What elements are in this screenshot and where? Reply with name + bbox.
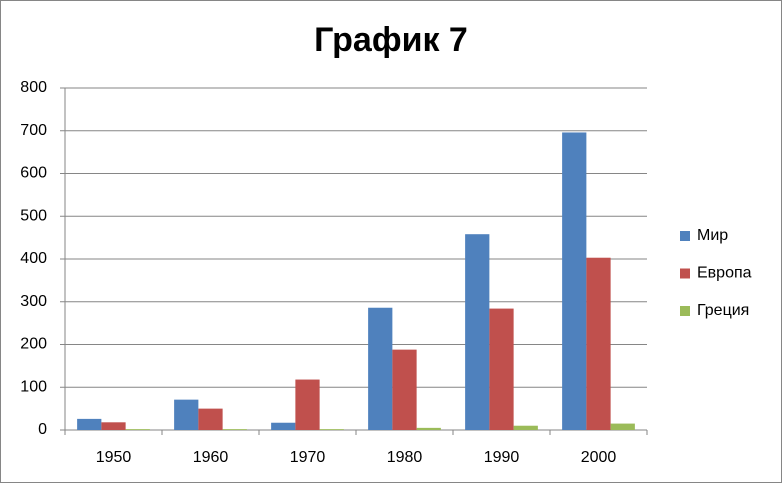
bar	[319, 429, 344, 430]
bar	[368, 307, 393, 430]
y-tick-label: 200	[20, 336, 47, 353]
x-tick-label: 1990	[484, 449, 520, 466]
y-tick-label: 800	[20, 79, 47, 96]
bar	[610, 423, 635, 430]
bar	[271, 422, 296, 430]
y-tick-label: 400	[20, 250, 47, 267]
y-tick-label: 700	[20, 122, 47, 139]
y-tick-label: 0	[38, 421, 47, 438]
y-tick-label: 500	[20, 207, 47, 224]
chart-title: График 7	[314, 21, 468, 59]
legend-label: Греция	[697, 302, 749, 319]
legend-swatch	[680, 306, 690, 316]
y-tick-label: 100	[20, 378, 47, 395]
bar	[465, 234, 490, 430]
bar	[392, 349, 417, 430]
bar	[77, 418, 102, 430]
bar	[125, 429, 150, 430]
bar	[513, 425, 538, 430]
bar	[489, 308, 514, 430]
x-tick-label: 1980	[387, 449, 423, 466]
bar	[586, 257, 611, 430]
x-tick-label: 1950	[96, 449, 132, 466]
bar	[295, 379, 320, 430]
y-tick-label: 600	[20, 165, 47, 182]
bar	[222, 429, 247, 430]
bar	[562, 132, 587, 430]
legend-label: Европа	[697, 265, 752, 282]
y-tick-label: 300	[20, 293, 47, 310]
legend-swatch	[680, 231, 690, 241]
bar	[198, 408, 223, 430]
bar	[101, 422, 126, 430]
x-tick-label: 2000	[581, 449, 617, 466]
legend-swatch	[680, 268, 690, 279]
bar	[416, 427, 441, 430]
x-tick-label: 1970	[290, 449, 326, 466]
legend-label: Мир	[697, 227, 728, 244]
bar	[174, 399, 199, 430]
x-tick-label: 1960	[193, 449, 229, 466]
